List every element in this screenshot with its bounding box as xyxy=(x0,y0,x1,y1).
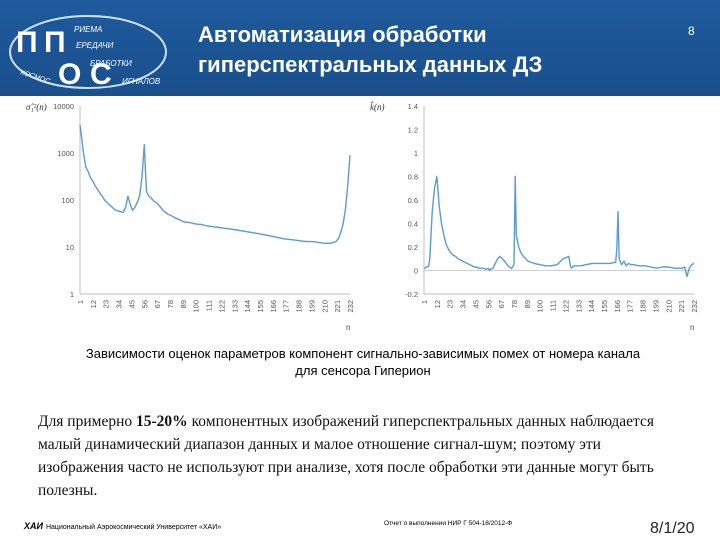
y-tick-label: 1 xyxy=(414,149,418,158)
logo-letter-4: С xyxy=(90,58,112,91)
caption-line-2: для сенсора Гиперион xyxy=(295,363,431,378)
x-tick-label: 34 xyxy=(459,300,468,308)
x-tick-label: 232 xyxy=(346,300,355,313)
body-suffix: компонентных изображений гиперспектральн… xyxy=(38,413,654,499)
x-tick-label: 166 xyxy=(613,300,622,313)
x-tick-label: 56 xyxy=(140,300,149,308)
ppos-logo: П П О С РИЕМА ЕРЕДАЧИ БРАБОТКИ ИГНАЛОВ К… xyxy=(9,15,167,91)
logo-word-2: ЕРЕДАЧИ xyxy=(76,41,114,50)
footer-org-name: Национальный Аэрокосмический Университет… xyxy=(45,524,222,531)
y-tick-label: 0.8 xyxy=(408,173,418,182)
logo-letter-2: П xyxy=(44,26,66,59)
y-axis-label: σ̂₁²(n) xyxy=(26,102,47,112)
body-prefix: Для примерно xyxy=(38,413,137,430)
y-tick-label: 0.2 xyxy=(408,243,418,252)
x-tick-label: 122 xyxy=(561,300,570,313)
y-tick-label: 0 xyxy=(414,267,418,276)
x-tick-label: 1 xyxy=(420,300,429,304)
x-tick-label: 166 xyxy=(269,300,278,313)
x-tick-label: 155 xyxy=(256,300,265,313)
logo-letter-3: О xyxy=(58,58,81,91)
x-tick-label: 188 xyxy=(295,300,304,313)
title-line-2: гиперспектральных данных ДЗ xyxy=(198,52,543,77)
footer-org: ХАИ Национальный Аэрокосмический Универси… xyxy=(24,521,221,531)
x-tick-label: 111 xyxy=(549,300,558,311)
x-tick-label: 111 xyxy=(205,300,214,311)
x-tick-label: 78 xyxy=(166,300,175,308)
xai-logo: ХАИ xyxy=(24,521,43,531)
header-bar: П П О С РИЕМА ЕРЕДАЧИ БРАБОТКИ ИГНАЛОВ К… xyxy=(0,0,720,96)
x-tick-label: 78 xyxy=(510,300,519,308)
x-tick-label: 144 xyxy=(243,300,252,313)
x-tick-label: 56 xyxy=(484,300,493,308)
y-axis-label: k̂(n) xyxy=(370,101,385,112)
x-tick-label: 210 xyxy=(664,300,673,313)
x-tick-label: 89 xyxy=(179,300,188,308)
slide-number: 8 xyxy=(688,24,695,38)
x-tick-label: 221 xyxy=(677,300,686,313)
y-tick-label: 100 xyxy=(61,196,74,205)
x-tick-label: 23 xyxy=(102,300,111,308)
x-axis-label: n xyxy=(346,323,350,332)
x-tick-label: 177 xyxy=(282,300,291,313)
chart-variance-svg: σ̂₁²(n) 10000 1000 100 10 11 12 23 34 45 56 67 78 89 1… xyxy=(26,102,355,332)
x-tick-label: 34 xyxy=(115,300,124,308)
x-tick-label: 1 xyxy=(76,300,85,304)
body-paragraph: Для примерно 15-20% компонентных изображ… xyxy=(38,410,678,502)
x-tick-label: 133 xyxy=(574,300,583,313)
x-tick-label: 221 xyxy=(333,300,342,313)
x-tick-label: 133 xyxy=(230,300,239,313)
x-tick-label: 45 xyxy=(127,300,136,308)
x-tick-label: 12 xyxy=(89,300,98,308)
caption-line-1: Зависимости оценок параметров компонент … xyxy=(85,346,641,361)
y-tick-label: 0.4 xyxy=(408,220,418,229)
x-tick-label: 23 xyxy=(446,300,455,308)
x-tick-label: 89 xyxy=(523,300,532,308)
x-tick-label: 177 xyxy=(626,300,635,313)
x-tick-label: 100 xyxy=(192,300,201,313)
figure-caption: Зависимости оценок параметров компонент … xyxy=(18,345,708,379)
chart-coefficient-svg: k̂(n) 1.41.210.80.60.40.20-0.21 12 23 34 45 56… xyxy=(370,101,699,332)
x-axis-label: n xyxy=(690,323,694,332)
chart-coefficient: k̂(n) 1.4 1.2 1 0.8 0.6 0.4 0.2 0 -0.2 1 12 23 34 45 56… xyxy=(362,98,702,336)
x-tick-label: 67 xyxy=(497,300,506,308)
logo-word-3: БРАБОТКИ xyxy=(90,59,132,68)
title-line-1: Автоматизация обработки xyxy=(198,22,487,47)
y-tick-label: 1.4 xyxy=(408,102,418,111)
y-tick-label: -0.2 xyxy=(405,290,418,299)
x-tick-label: 122 xyxy=(217,300,226,313)
x-tick-label: 67 xyxy=(153,300,162,308)
footer-report: Отчет о выполнении НИР Г 504-18/2012-Ф xyxy=(384,520,513,527)
x-tick-label: 12 xyxy=(433,300,442,308)
chart-variance: σ̂₁²(n) 10000 1000 100 10 1 1 12 23 34 45 56 67 78 89 1… xyxy=(18,98,358,336)
x-tick-label: 210 xyxy=(320,300,329,313)
y-tick-label: 1.2 xyxy=(408,126,418,135)
slide-title: Автоматизация обработки гиперспектральны… xyxy=(198,20,638,80)
x-tick-label: 100 xyxy=(536,300,545,313)
series-line xyxy=(424,175,695,278)
y-tick-label: 1000 xyxy=(57,149,74,158)
logo-word-4: ИГНАЛОВ xyxy=(122,77,161,86)
y-tick-label: 0.6 xyxy=(408,196,418,205)
y-tick-label: 10 xyxy=(66,243,74,252)
x-tick-label: 155 xyxy=(600,300,609,313)
logo-word-5: КОСМОС xyxy=(19,69,51,85)
x-tick-label: 45 xyxy=(471,300,480,308)
body-bold-percent: 15-20% xyxy=(136,413,188,430)
logo-word-1: РИЕМА xyxy=(74,25,102,34)
page-number: 8/1/20 xyxy=(650,520,695,537)
x-tick-label: 232 xyxy=(690,300,699,313)
y-tick-label: 10000 xyxy=(53,102,74,111)
x-tick-label: 144 xyxy=(587,300,596,313)
y-tick-label: 1 xyxy=(70,290,74,299)
series-line xyxy=(79,124,351,245)
x-tick-label: 199 xyxy=(651,300,660,313)
x-tick-label: 199 xyxy=(307,300,316,313)
x-tick-label: 188 xyxy=(639,300,648,313)
logo-letter-1: П xyxy=(16,26,38,59)
